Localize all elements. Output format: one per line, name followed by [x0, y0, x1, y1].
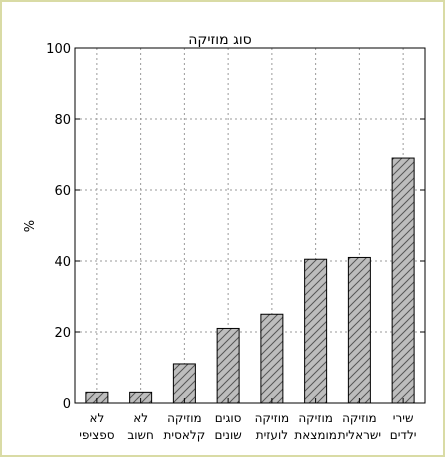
grid-layer — [75, 48, 425, 403]
x-category-label: שונים — [215, 428, 242, 442]
chart-title: סוג מוזיקה — [188, 32, 252, 48]
bar — [260, 313, 284, 404]
bar — [216, 327, 240, 404]
bars-layer — [85, 157, 415, 404]
bar — [172, 363, 196, 404]
x-category-label: ילדים — [390, 428, 417, 442]
x-category-label: מומצאת — [294, 428, 337, 442]
y-ticks-layer: 0 20 40 60 80 100 — [46, 42, 425, 412]
bar — [391, 157, 415, 404]
x-category-label: לא — [133, 411, 148, 425]
x-category-label: מוזיקה — [255, 411, 290, 425]
plot-area-border — [74, 47, 426, 404]
x-category-label: ספציפי — [79, 428, 114, 442]
x-labels-layer: לא ספציפי לא חשוב מוזיקה קלאסית סוגים שונים מוזי… — [79, 411, 416, 442]
x-category-label: קלאסית — [164, 428, 206, 442]
y-tick-label: 0 — [63, 397, 71, 412]
y-axis-label: % — [23, 220, 38, 232]
x-category-label: חשוב — [127, 428, 154, 442]
y-tick-label: 20 — [54, 326, 71, 341]
x-category-label: סוגים — [215, 411, 242, 425]
x-category-label: ישראלית — [338, 428, 381, 442]
x-category-label: לועזית — [256, 428, 288, 442]
x-category-label: שירי — [393, 411, 414, 425]
y-tick-label: 80 — [54, 113, 71, 128]
x-category-label: מוזיקה — [342, 411, 377, 425]
y-tick-label: 100 — [46, 42, 71, 57]
bar — [304, 258, 328, 404]
x-category-label: מוזיקה — [298, 411, 333, 425]
x-category-label: לא — [89, 411, 104, 425]
x-category-label: מוזיקה — [167, 411, 202, 425]
y-tick-label: 40 — [54, 255, 71, 270]
y-tick-label: 60 — [54, 184, 71, 199]
bar — [347, 256, 371, 404]
